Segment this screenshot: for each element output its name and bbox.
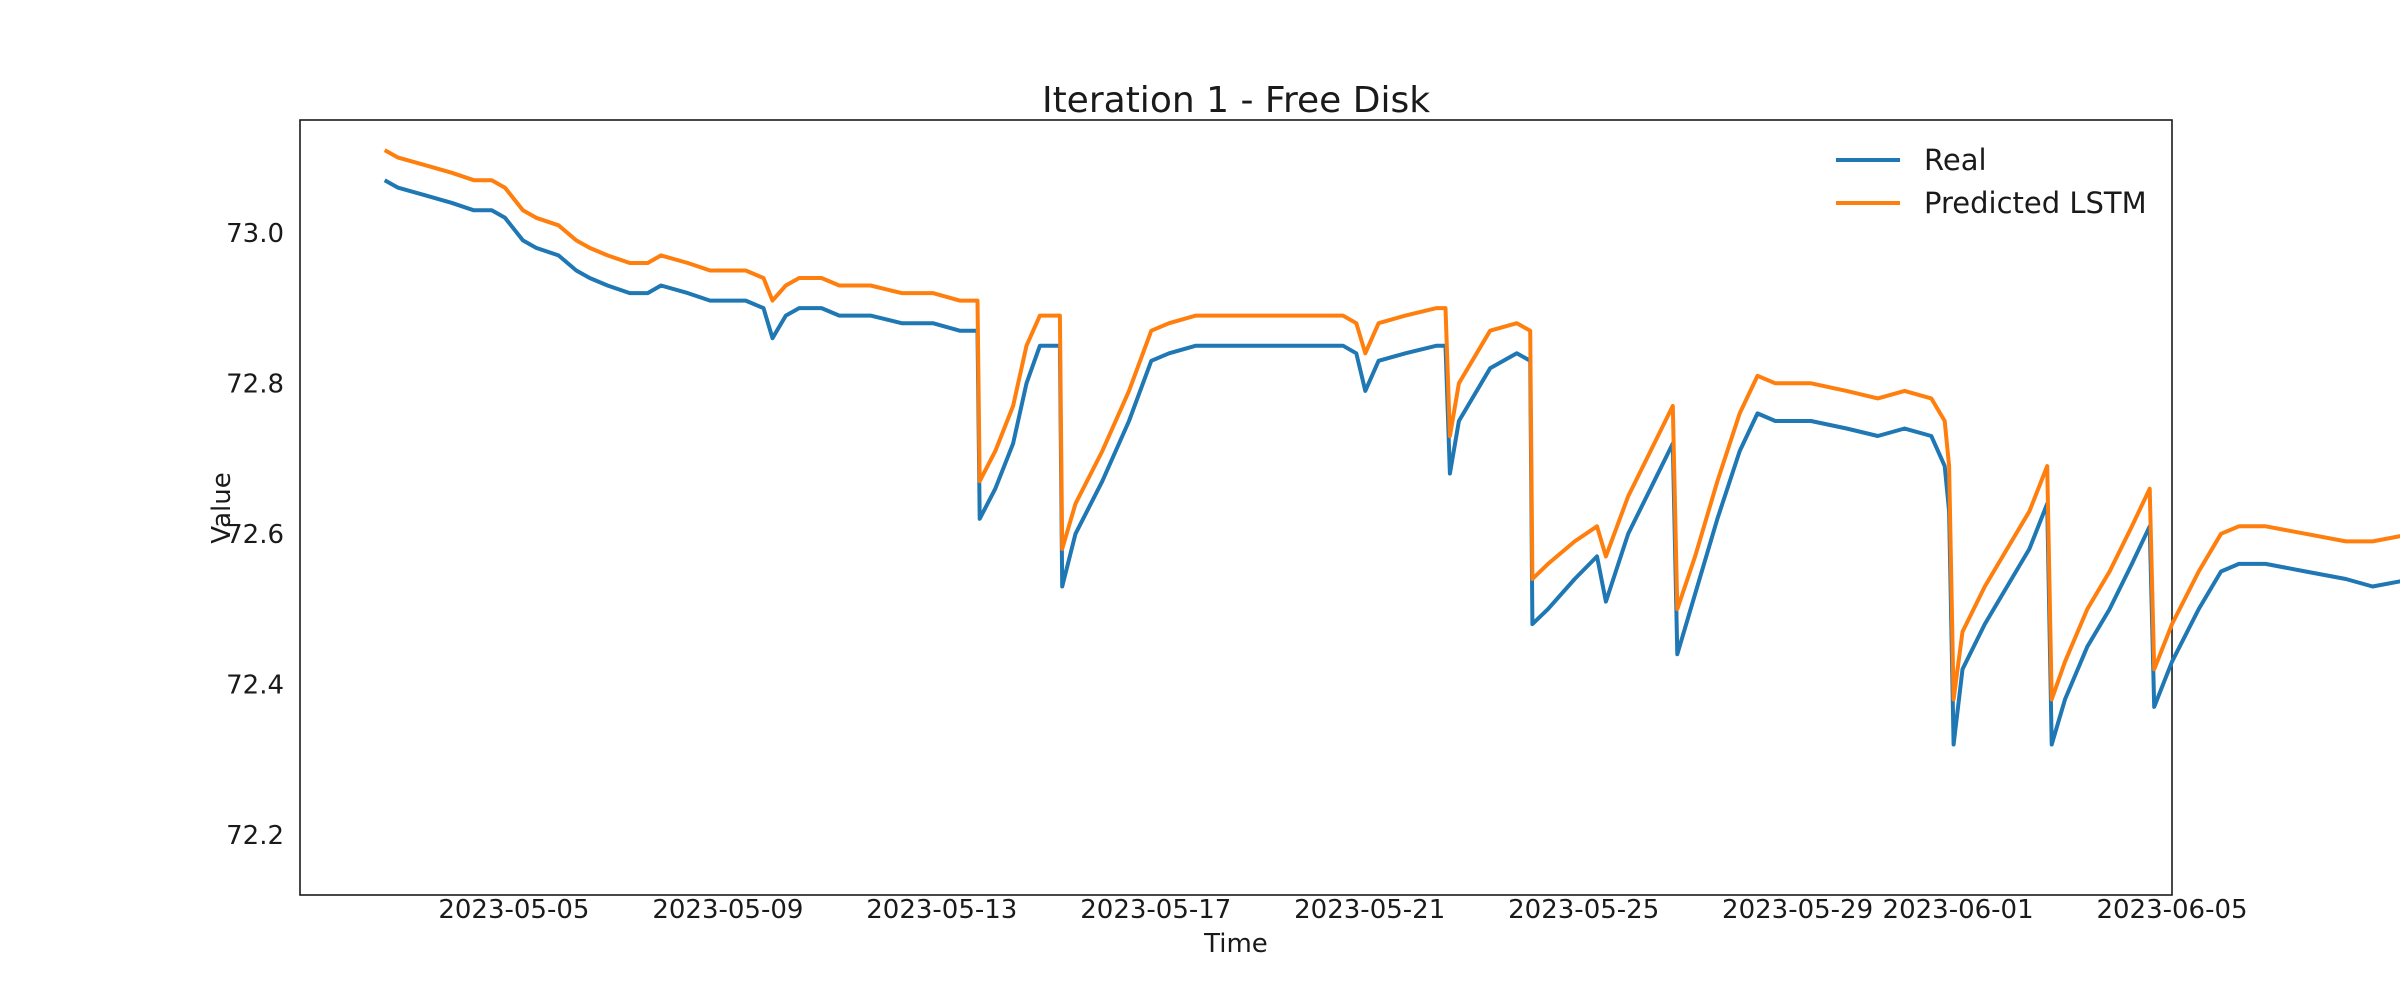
series-line-real	[383, 178, 2400, 747]
y-tick-label: 72.2	[226, 821, 284, 851]
y-tick-label: 73.0	[226, 219, 284, 249]
x-tick-label: 2023-06-05	[2096, 895, 2247, 925]
y-tick-labels: 72.2 72.4 72.6 72.8 73.0	[226, 219, 284, 851]
x-tick-labels: 2023-05-05 2023-05-09 2023-05-13 2023-05-17…	[438, 895, 2247, 925]
x-tick-label: 2023-05-09	[652, 895, 803, 925]
y-tick-label: 72.8	[226, 369, 284, 399]
x-tick-label: 2023-05-25	[1508, 895, 1659, 925]
x-tick-label: 2023-05-13	[866, 895, 1017, 925]
series-layer	[383, 148, 2400, 747]
legend-label-real: Real	[1924, 143, 1987, 177]
y-tick-label: 72.6	[226, 520, 284, 550]
x-tick-label: 2023-05-05	[438, 895, 589, 925]
x-tick-label: 2023-06-01	[1883, 895, 2034, 925]
legend-label-predicted: Predicted LSTM	[1924, 186, 2147, 220]
plot-frame	[299, 119, 2173, 896]
x-tick-label: 2023-05-29	[1722, 895, 1873, 925]
series-line-predicted-lstm	[383, 148, 2400, 702]
y-axis-label: Value	[207, 472, 237, 543]
x-tick-label: 2023-05-17	[1080, 895, 1231, 925]
x-axis-label: Time	[1203, 929, 1268, 959]
chart-title: Iteration 1 - Free Disk	[1042, 80, 1430, 121]
y-tick-label: 72.4	[226, 670, 284, 700]
legend: Real Predicted LSTM	[1836, 143, 2147, 220]
x-tick-label: 2023-05-21	[1294, 895, 1445, 925]
